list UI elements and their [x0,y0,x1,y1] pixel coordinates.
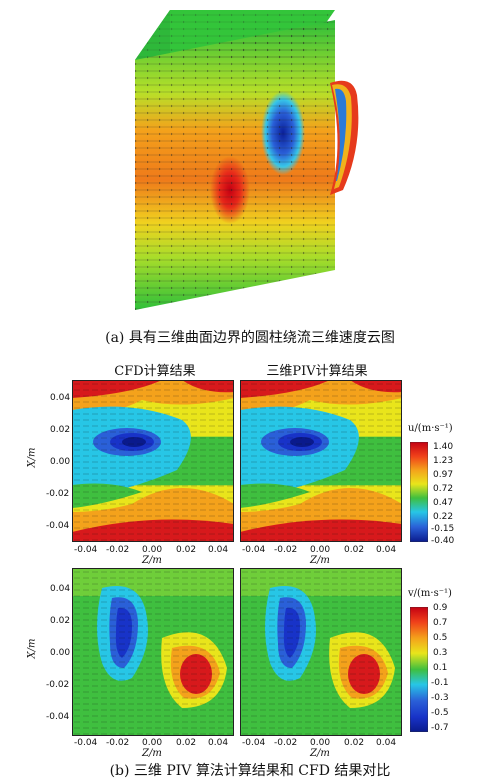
xtick-label: 0.00 [142,545,163,555]
xtick-label: 0.02 [344,738,365,748]
heatmap-v-cfd [72,568,234,736]
xtick-label: 0.02 [344,545,365,555]
xtick-label: -0.02 [106,738,130,748]
xtick-label: 0.04 [208,545,229,555]
xtick-label: 0.00 [310,545,331,555]
colorbar-u-tick: 0.22 [433,512,454,522]
xtick-label: -0.04 [242,738,266,748]
ytick-label: 0.02 [50,425,71,435]
ytick-label: -0.02 [46,489,70,499]
xtick-label: 0.04 [208,738,229,748]
heatmap-u-cfd [72,380,234,542]
colorbar-v-tick: 0.3 [433,648,448,658]
colorbar-u-tick: 0.97 [433,470,454,480]
colorbar-u [410,442,428,542]
xlabel-bottom-left: Z/m [142,748,162,759]
xtick-label: 0.00 [310,738,331,748]
xtick-label: 0.04 [376,738,397,748]
colorbar-v-tick: 0.1 [433,663,448,673]
ytick-label: 0.00 [50,457,71,467]
xtick-label: -0.04 [74,738,98,748]
xlabel-top-right: Z/m [310,555,330,566]
caption-b: (b) 三维 PIV 算法计算结果和 CFD 结果对比 [109,763,391,779]
colorbar-v-tick: 0.9 [433,603,448,613]
colorbar-v [410,607,428,732]
xtick-label: 0.02 [176,738,197,748]
xtick-label: 0.00 [142,738,163,748]
col-title-cfd: CFD计算结果 [114,364,196,379]
colorbar-u-tick: 0.47 [433,498,454,508]
colorbar-u-tick: -0.40 [431,536,455,546]
xtick-label: -0.04 [242,545,266,555]
colorbar-v-tick: 0.5 [433,633,448,643]
colorbar-u-tick: 1.23 [433,456,454,466]
colorbar-v-tick: -0.3 [431,693,449,703]
colorbar-u-tick: 1.40 [433,442,454,452]
caption-a: (a) 具有三维曲面边界的圆柱绕流三维速度云图 [105,330,395,346]
colorbar-v-tick: -0.7 [431,723,449,733]
ytick-label: 0.00 [50,648,71,658]
col-title-piv: 三维PIV计算结果 [266,364,368,379]
colorbar-u-tick: 0.72 [433,484,454,494]
colorbar-v-tick: -0.1 [431,678,449,688]
heatmap-v-piv [240,568,402,736]
xtick-label: -0.04 [74,545,98,555]
ytick-label: -0.04 [46,521,70,531]
xlabel-top-left: Z/m [142,555,162,566]
ylabel-bottom: X/m [26,638,38,659]
ytick-label: -0.02 [46,680,70,690]
xtick-label: -0.02 [106,545,130,555]
xtick-label: 0.04 [376,545,397,555]
colorbar-v-tick: -0.5 [431,708,449,718]
ytick-label: 0.04 [50,584,71,594]
colorbar-u-title: u/(m·s⁻¹) [408,423,453,434]
colorbar-v-title: v/(m·s⁻¹) [408,588,452,599]
ytick-label: -0.04 [46,712,70,722]
ytick-label: 0.04 [50,393,71,403]
xtick-label: -0.02 [274,545,298,555]
ylabel-top: X/m [26,447,38,468]
colorbar-u-tick: -0.15 [431,524,455,534]
figure-a-3d-block [135,10,359,310]
xtick-label: -0.02 [274,738,298,748]
colorbar-v-tick: 0.7 [433,618,448,628]
heatmap-u-piv [240,380,402,542]
xtick-label: 0.02 [176,545,197,555]
ytick-label: 0.02 [50,616,71,626]
xlabel-bottom-right: Z/m [310,748,330,759]
